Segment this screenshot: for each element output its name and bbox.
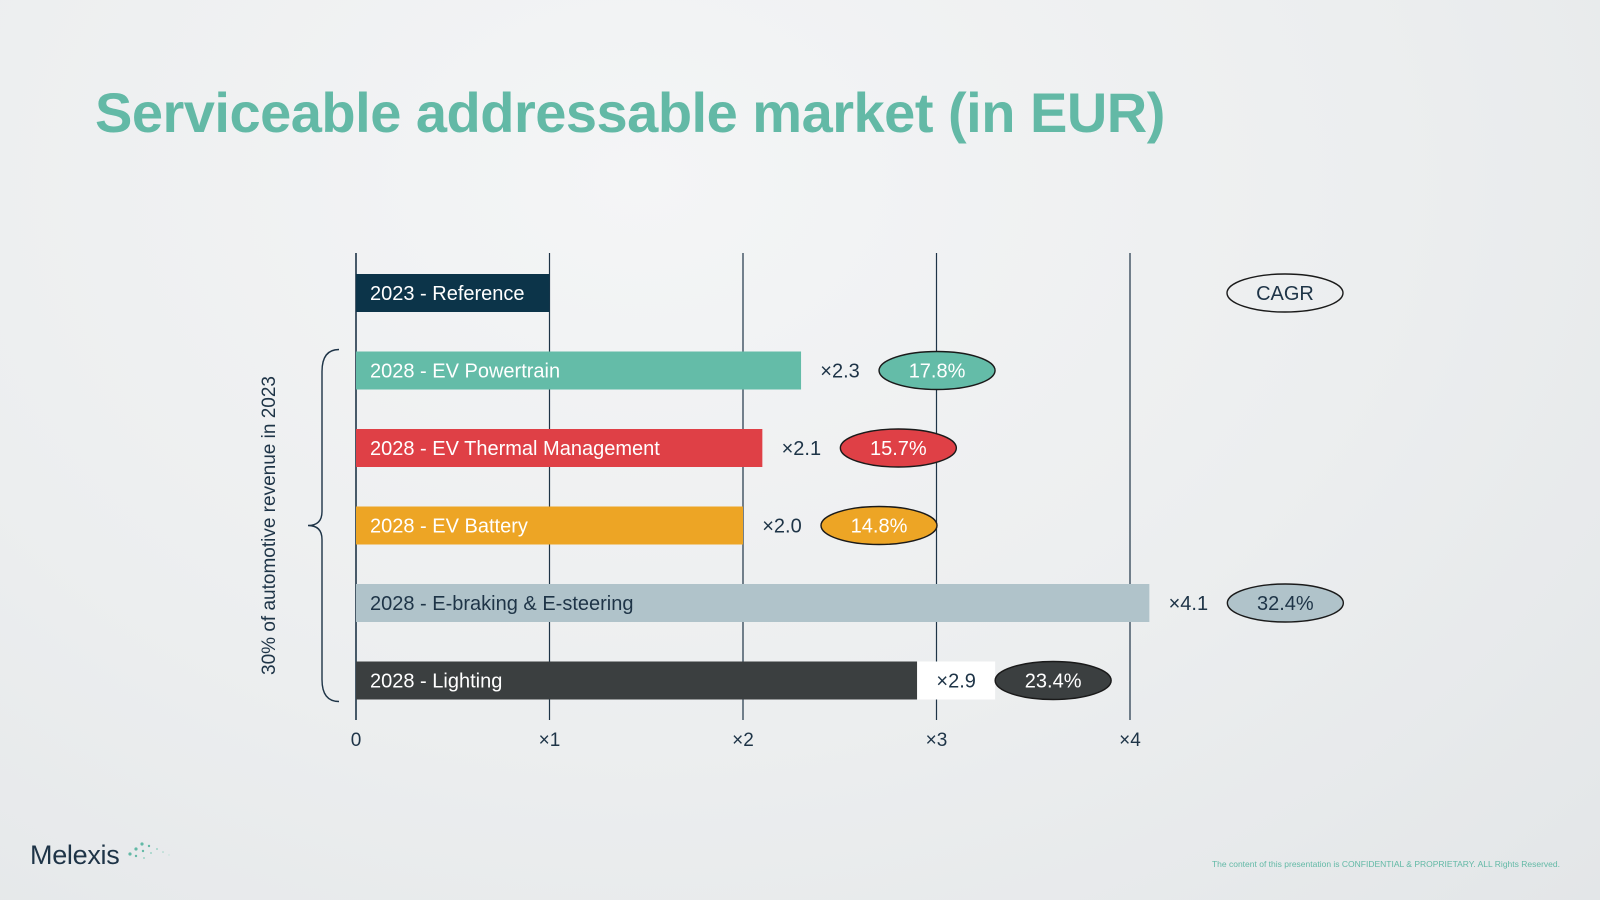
group-brace [307,348,340,703]
cagr-ellipse [820,505,938,546]
cagr-ellipse [1226,583,1345,623]
logo-dots-icon [128,842,170,859]
logo-text: Melexis [30,840,120,870]
multiplier-label: ×2.1 [782,438,821,460]
bar-label: 2023 - Reference [370,283,525,305]
y-axis-label: 30% of automotive revenue in 2023 [259,376,280,675]
cagr-label: 23.4% [1025,671,1082,693]
bar-label: 2028 - EV Battery [370,516,528,538]
cagr-legend-label: CAGR [1256,283,1314,305]
bar-label: 2028 - E-braking & E-steering [370,593,633,615]
cagr-label: 14.8% [851,516,908,538]
cagr-legend-ellipse [1226,273,1344,313]
bar [356,661,918,700]
cagr-label: 15.7% [870,438,927,460]
x-tick-label: ×2 [732,730,754,751]
cagr-label: 17.8% [909,361,966,383]
cagr-ellipse [878,350,996,391]
multiplier-label: ×4.1 [1169,593,1208,615]
confidential-note: The content of this presentation is CONF… [1211,859,1560,869]
cagr-ellipse [839,428,958,468]
bar [356,351,802,390]
bar [356,429,763,467]
x-tick-label: ×3 [926,730,948,751]
cagr-label: 32.4% [1257,593,1314,615]
cagr-ellipse [994,660,1112,701]
page-title: Serviceable addressable market (in EUR) [95,81,1165,144]
x-tick-label: 0 [351,730,362,751]
bar [356,274,550,312]
multiplier-label: ×2.9 [936,671,975,693]
bar [356,506,743,545]
x-tick-label: ×1 [539,730,561,751]
bar-label: 2028 - EV Thermal Management [370,438,660,460]
multiplier-label: ×2.3 [820,361,859,383]
bar-label: 2028 - Lighting [370,671,502,693]
multiplier-box [917,661,996,700]
x-tick-label: ×4 [1119,730,1141,751]
bar-label: 2028 - EV Powertrain [370,361,560,383]
bar [356,584,1150,622]
multiplier-label: ×2.0 [762,516,801,538]
melexis-logo: Melexis [30,840,170,880]
